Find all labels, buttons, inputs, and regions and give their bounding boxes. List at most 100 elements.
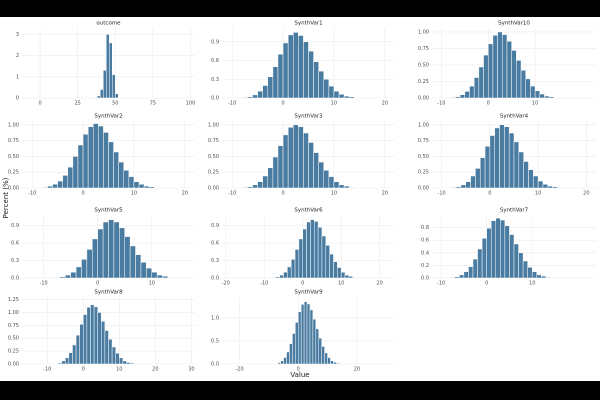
bar — [247, 96, 253, 99]
y-tick-label: 0.25 — [418, 79, 429, 85]
bar — [308, 142, 314, 189]
y-tick-label: 0.50 — [208, 154, 219, 160]
bar — [523, 161, 529, 189]
bar — [473, 77, 480, 99]
x-tick-label: 10 — [529, 281, 535, 287]
y-tick-label: 0.9 — [211, 223, 219, 229]
bar — [504, 225, 510, 279]
panel-title: SynthVar10 — [498, 21, 530, 27]
x-tick-label: -10 — [43, 367, 51, 373]
bar — [314, 221, 319, 279]
bar — [59, 276, 66, 279]
panel-title: SynthVar3 — [294, 114, 323, 120]
bar — [277, 362, 281, 365]
bar — [470, 175, 476, 189]
bar — [162, 276, 169, 279]
x-tick-label: 10 — [116, 367, 122, 373]
bar — [257, 90, 263, 99]
panel-title: outcome — [96, 21, 121, 27]
y-tick-label: 0.6 — [211, 241, 219, 247]
panel-title: SynthVar8 — [94, 290, 123, 296]
bar — [518, 252, 524, 279]
y-tick-label: 0 — [16, 96, 19, 102]
bar — [336, 362, 340, 365]
bar — [97, 312, 102, 365]
bar — [511, 50, 517, 99]
bar — [77, 144, 84, 189]
x-tick-label: 0 — [81, 191, 84, 197]
panel-title: SynthVar7 — [500, 208, 529, 214]
bar — [333, 181, 340, 189]
x-tick-label: 10 — [338, 281, 344, 287]
y-tick-label: 3 — [16, 32, 19, 38]
bar — [129, 245, 136, 279]
bar — [98, 125, 104, 189]
y-tick-label: 0.4 — [421, 250, 429, 256]
bar — [118, 161, 125, 189]
bar — [109, 42, 113, 99]
bar — [54, 363, 59, 365]
bar — [272, 156, 279, 189]
bar — [302, 228, 307, 279]
bar — [42, 187, 48, 189]
bar — [287, 266, 292, 279]
y-tick-label: 1.25 — [8, 297, 19, 303]
panel-title: SynthVar4 — [500, 114, 529, 120]
y-tick-label: 0.9 — [211, 39, 219, 45]
bar — [536, 274, 542, 279]
bar — [306, 221, 311, 279]
bar — [537, 180, 544, 189]
panel-title: SynthVar9 — [294, 290, 323, 296]
bar — [280, 360, 284, 365]
y-tick-label: 0.6 — [211, 58, 219, 64]
bar — [52, 183, 58, 189]
bar — [303, 301, 308, 365]
bar — [472, 258, 478, 279]
bar — [325, 245, 330, 279]
y-tick-label: 0.00 — [208, 186, 219, 192]
bar — [449, 277, 456, 279]
x-tick-label: 20 — [182, 191, 188, 197]
bar — [310, 219, 315, 279]
bar — [321, 235, 327, 279]
y-tick-label: 0.25 — [8, 170, 19, 176]
x-tick-label: -10 — [260, 281, 268, 287]
bar — [61, 360, 66, 365]
bar — [533, 175, 539, 189]
y-tick-label: 0.00 — [8, 362, 19, 368]
bar — [65, 274, 71, 279]
x-tick-label: 10 — [535, 191, 541, 197]
bar — [348, 187, 355, 189]
bar — [123, 170, 130, 189]
bar — [348, 276, 353, 279]
bar — [146, 267, 152, 279]
bar — [464, 91, 470, 99]
y-tick-label: 1.00 — [8, 310, 19, 316]
bar — [469, 85, 475, 99]
bar — [277, 54, 284, 99]
bar — [513, 141, 520, 189]
bar — [272, 66, 279, 99]
bar — [487, 43, 494, 99]
x-tick-label: -10 — [40, 281, 48, 287]
bar — [333, 261, 338, 279]
bar — [242, 97, 248, 99]
bar — [148, 186, 155, 189]
bar — [298, 35, 304, 99]
bar — [500, 219, 506, 279]
bar — [90, 304, 95, 365]
bar — [324, 352, 328, 365]
bar — [92, 123, 99, 189]
y-tick-label: 0.50 — [418, 154, 429, 160]
panel-title: SynthVar2 — [94, 114, 122, 120]
bar — [468, 266, 474, 279]
bar — [497, 31, 503, 99]
bar — [475, 168, 481, 189]
bar — [542, 183, 549, 189]
bar — [329, 253, 334, 279]
bar — [552, 186, 558, 189]
bar — [282, 134, 289, 189]
bar — [318, 161, 325, 189]
bar — [115, 93, 119, 99]
bar — [108, 339, 113, 365]
